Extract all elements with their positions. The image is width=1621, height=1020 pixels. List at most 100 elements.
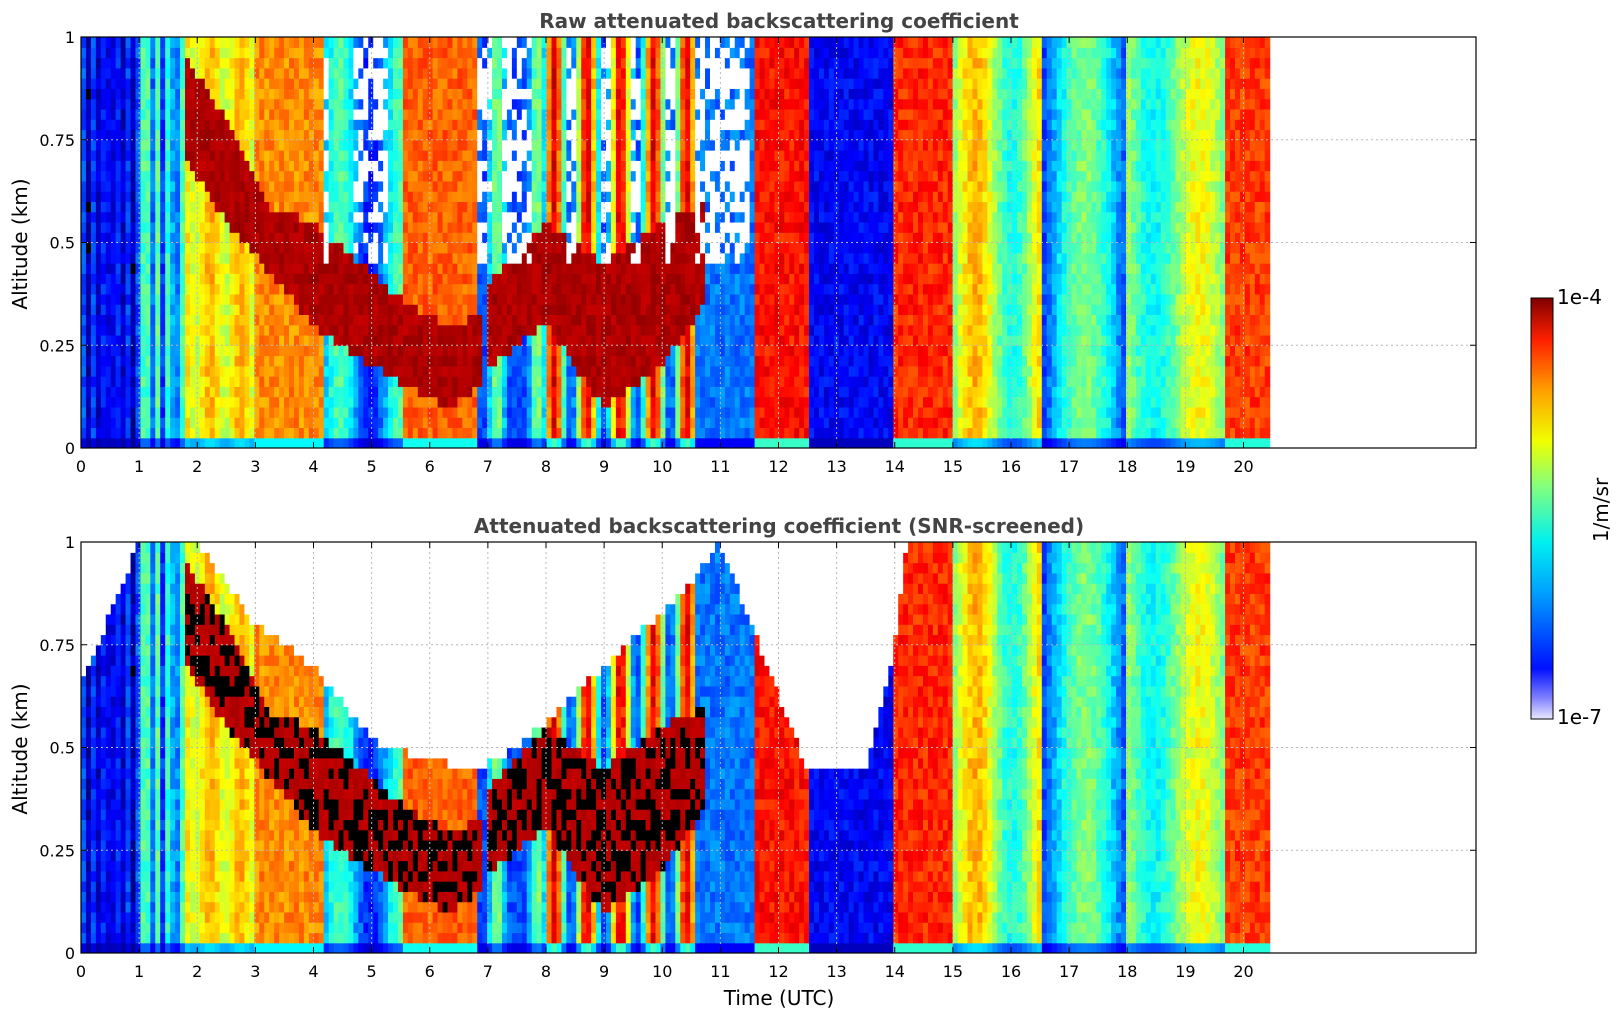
heatmap-cell <box>135 201 142 213</box>
heatmap-cell <box>180 47 186 59</box>
heatmap-cell <box>209 273 216 285</box>
heatmap-cell <box>467 170 473 182</box>
heatmap-cell <box>556 129 563 141</box>
heatmap-cell <box>402 252 409 264</box>
heatmap-cell <box>407 283 414 295</box>
heatmap-cell <box>338 406 345 418</box>
heatmap-cell <box>244 47 250 59</box>
heatmap-cell <box>417 119 424 131</box>
heatmap-cell <box>680 78 686 89</box>
heatmap-cell <box>546 406 553 418</box>
heatmap-cell <box>650 324 657 336</box>
heatmap-cell <box>155 263 161 274</box>
heatmap-cell <box>596 57 602 69</box>
heatmap-cell <box>685 150 691 161</box>
heatmap-cell <box>110 427 117 439</box>
heatmap-cell <box>338 108 345 120</box>
heatmap-cell <box>343 211 350 223</box>
heatmap-cell <box>209 129 216 141</box>
heatmap-cell <box>591 150 597 161</box>
heatmap-cell <box>596 345 602 357</box>
heatmap-cell <box>665 57 671 69</box>
heatmap-cell <box>353 98 359 110</box>
heatmap-cell <box>358 396 364 408</box>
heatmap-cell <box>110 211 117 223</box>
heatmap-cell <box>695 376 701 387</box>
heatmap-cell <box>457 57 463 69</box>
heatmap-cell <box>209 78 216 89</box>
heatmap-cell <box>81 170 87 182</box>
heatmap-cell <box>323 324 330 336</box>
heatmap-cell <box>284 355 290 367</box>
heatmap-cell <box>90 191 97 203</box>
heatmap-cell <box>487 57 493 69</box>
heatmap-cell <box>615 427 622 439</box>
heatmap-cell <box>130 201 137 213</box>
heatmap-cell <box>234 324 241 336</box>
heatmap-cell <box>219 201 226 213</box>
heatmap-cell <box>244 376 250 387</box>
heatmap-cell <box>655 232 662 244</box>
heatmap-cell <box>180 345 186 357</box>
heatmap-cell <box>650 170 657 182</box>
heatmap-cell <box>85 365 92 377</box>
heatmap-cell <box>189 283 196 295</box>
heatmap-cell <box>383 355 389 367</box>
heatmap-cell <box>596 67 602 79</box>
heatmap-cell <box>546 47 553 59</box>
heatmap-cell <box>680 242 686 254</box>
heatmap-cell <box>625 324 632 336</box>
heatmap-cell <box>204 232 211 244</box>
heatmap-cell <box>388 108 394 120</box>
heatmap-cell <box>348 263 354 274</box>
heatmap-cell <box>447 160 454 172</box>
heatmap-cell <box>625 180 632 192</box>
heatmap-cell <box>338 396 345 408</box>
heatmap-cell <box>536 263 543 274</box>
heatmap-cell <box>402 211 409 223</box>
heatmap-cell <box>690 376 696 387</box>
heatmap-cell <box>279 47 285 59</box>
heatmap-cell <box>487 417 493 429</box>
heatmap-cell <box>115 57 122 69</box>
heatmap-cell <box>630 263 637 274</box>
heatmap-cell <box>625 211 632 223</box>
heatmap-cell <box>343 252 350 264</box>
heatmap-cell <box>402 376 409 387</box>
heatmap-cell <box>249 129 255 141</box>
heatmap-cell <box>358 211 364 223</box>
heatmap-cell <box>506 221 513 233</box>
heatmap-cell <box>333 98 340 110</box>
heatmap-cell <box>175 314 181 326</box>
heatmap-cell <box>373 170 379 182</box>
heatmap-cell <box>155 211 161 223</box>
heatmap-cell <box>388 150 394 161</box>
heatmap-cell <box>175 78 181 89</box>
heatmap-cell <box>650 139 657 151</box>
heatmap-cell <box>115 376 122 387</box>
heatmap-cell <box>343 67 350 79</box>
heatmap-cell <box>511 67 518 79</box>
heatmap-cell <box>462 355 468 367</box>
heatmap-cell <box>100 139 107 151</box>
heatmap-cell <box>571 170 577 182</box>
heatmap-cell <box>561 252 567 264</box>
heatmap-cell <box>492 252 498 264</box>
heatmap-cell <box>175 232 181 244</box>
heatmap-cell <box>497 221 503 233</box>
heatmap-cell <box>209 365 216 377</box>
heatmap-cell <box>511 427 518 439</box>
heatmap-cell <box>214 263 221 274</box>
heatmap-cell <box>497 314 503 326</box>
heatmap-cell <box>640 47 647 59</box>
heatmap-cell <box>581 386 587 398</box>
heatmap-cell <box>412 139 419 151</box>
heatmap-cell <box>472 98 478 110</box>
heatmap-cell <box>482 334 488 346</box>
heatmap-cell <box>526 191 533 203</box>
heatmap-cell <box>581 396 587 408</box>
heatmap-cell <box>576 67 582 79</box>
heatmap-cell <box>605 57 612 69</box>
heatmap-cell <box>229 57 236 69</box>
heatmap-cell <box>388 160 394 172</box>
